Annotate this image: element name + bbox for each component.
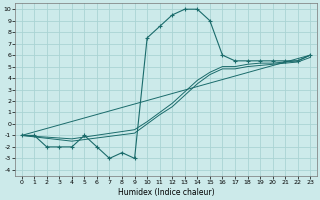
X-axis label: Humidex (Indice chaleur): Humidex (Indice chaleur): [118, 188, 214, 197]
